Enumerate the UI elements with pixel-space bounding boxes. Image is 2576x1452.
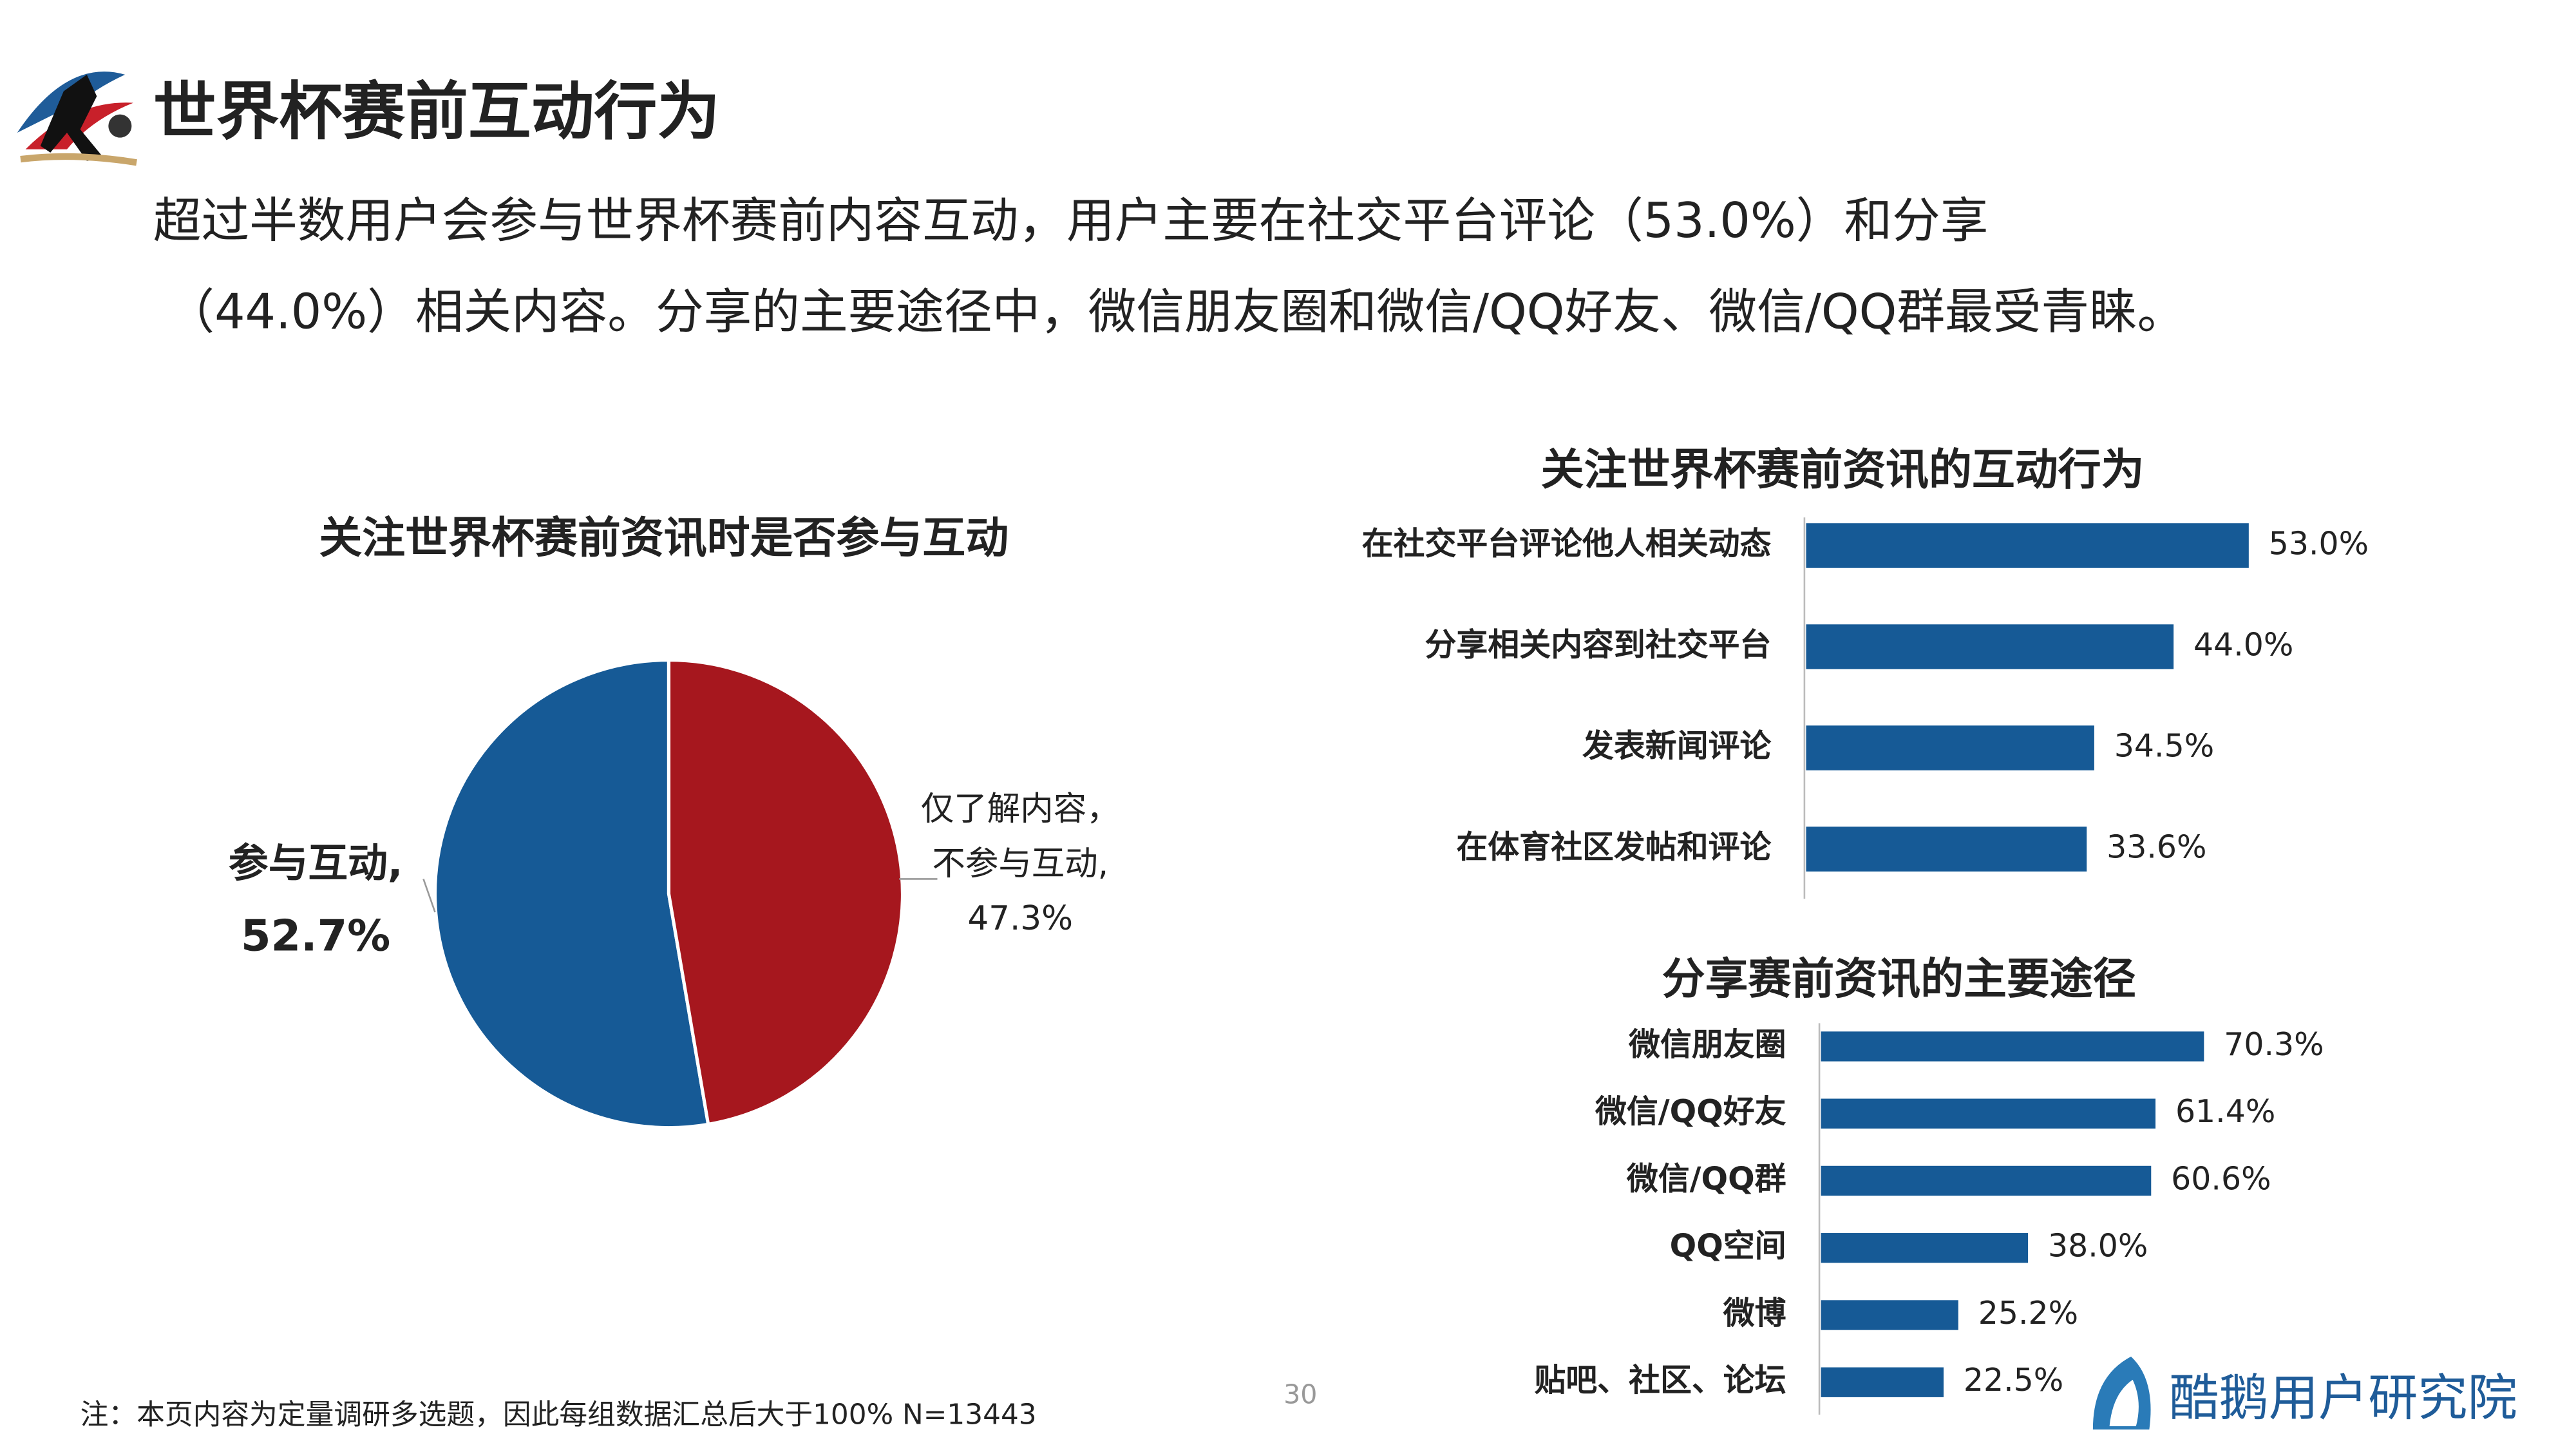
chart-title: 关注世界杯赛前资讯时是否参与互动 xyxy=(319,513,1009,563)
bar xyxy=(1821,1165,2152,1196)
brand-name: 酷鹅用户研究院 xyxy=(2169,1369,2517,1427)
bar xyxy=(1821,1300,1958,1330)
chart-title: 关注世界杯赛前资讯的互动行为 xyxy=(1541,444,2145,495)
page-number: 30 xyxy=(1283,1379,1317,1410)
slice-label: 参与互动, xyxy=(229,840,403,886)
value-label: 61.4% xyxy=(2175,1093,2275,1130)
category-label: 贴吧、社区、论坛 xyxy=(1534,1362,1786,1399)
category-label: 微信/QQ好友 xyxy=(1595,1093,1786,1130)
bar xyxy=(1806,624,2174,669)
pie-slice xyxy=(433,658,710,1130)
category-label: 微博 xyxy=(1723,1295,1786,1332)
category-label: 在体育社区发帖和评论 xyxy=(1456,829,1772,866)
bar xyxy=(1821,1098,2156,1129)
header-logo xyxy=(17,72,137,166)
bar xyxy=(1806,725,2094,770)
bar xyxy=(1806,826,2087,872)
footnote: 注：本页内容为定量调研多选题，因此每组数据汇总后大于100% N=13443 xyxy=(80,1399,1037,1431)
bar xyxy=(1821,1031,2204,1062)
chart-title: 分享赛前资讯的主要途径 xyxy=(1662,954,2136,1004)
page-title: 世界杯赛前互动行为 xyxy=(153,75,720,149)
subtitle-line: （44.0%）相关内容。分享的主要途径中，微信朋友圈和微信/QQ好友、微信/QQ… xyxy=(166,284,2185,340)
category-label: 发表新闻评论 xyxy=(1582,728,1772,765)
value-label: 25.2% xyxy=(1978,1295,2078,1332)
leader-line xyxy=(422,878,436,913)
category-label: 分享相关内容到社交平台 xyxy=(1425,627,1771,664)
slice-value-label: 52.7% xyxy=(241,911,390,961)
slice-label: 不参与互动, xyxy=(932,845,1108,883)
category-label: 微信朋友圈 xyxy=(1628,1026,1786,1063)
slice-value-label: 47.3% xyxy=(967,899,1073,938)
brand-logo xyxy=(2092,1356,2151,1430)
slice-label: 仅了解内容， xyxy=(921,790,1120,828)
subtitle-line: 超过半数用户会参与世界杯赛前内容互动，用户主要在社交平台评论（53.0%）和分享 xyxy=(153,193,1989,249)
value-label: 33.6% xyxy=(2107,829,2206,866)
bar xyxy=(1806,523,2249,568)
bar xyxy=(1821,1233,2029,1263)
value-label: 38.0% xyxy=(2048,1228,2148,1265)
value-label: 53.0% xyxy=(2269,525,2369,562)
value-label: 70.3% xyxy=(2224,1026,2324,1063)
value-label: 22.5% xyxy=(1964,1362,2063,1399)
value-label: 60.6% xyxy=(2171,1160,2271,1197)
pie-slice xyxy=(667,658,905,1127)
category-label: 微信/QQ群 xyxy=(1626,1160,1786,1197)
bar xyxy=(1821,1367,1944,1397)
category-label: 在社交平台评论他人相关动态 xyxy=(1362,525,1772,562)
value-label: 34.5% xyxy=(2114,728,2214,765)
value-label: 44.0% xyxy=(2193,627,2293,664)
category-label: QQ空间 xyxy=(1670,1228,1786,1265)
